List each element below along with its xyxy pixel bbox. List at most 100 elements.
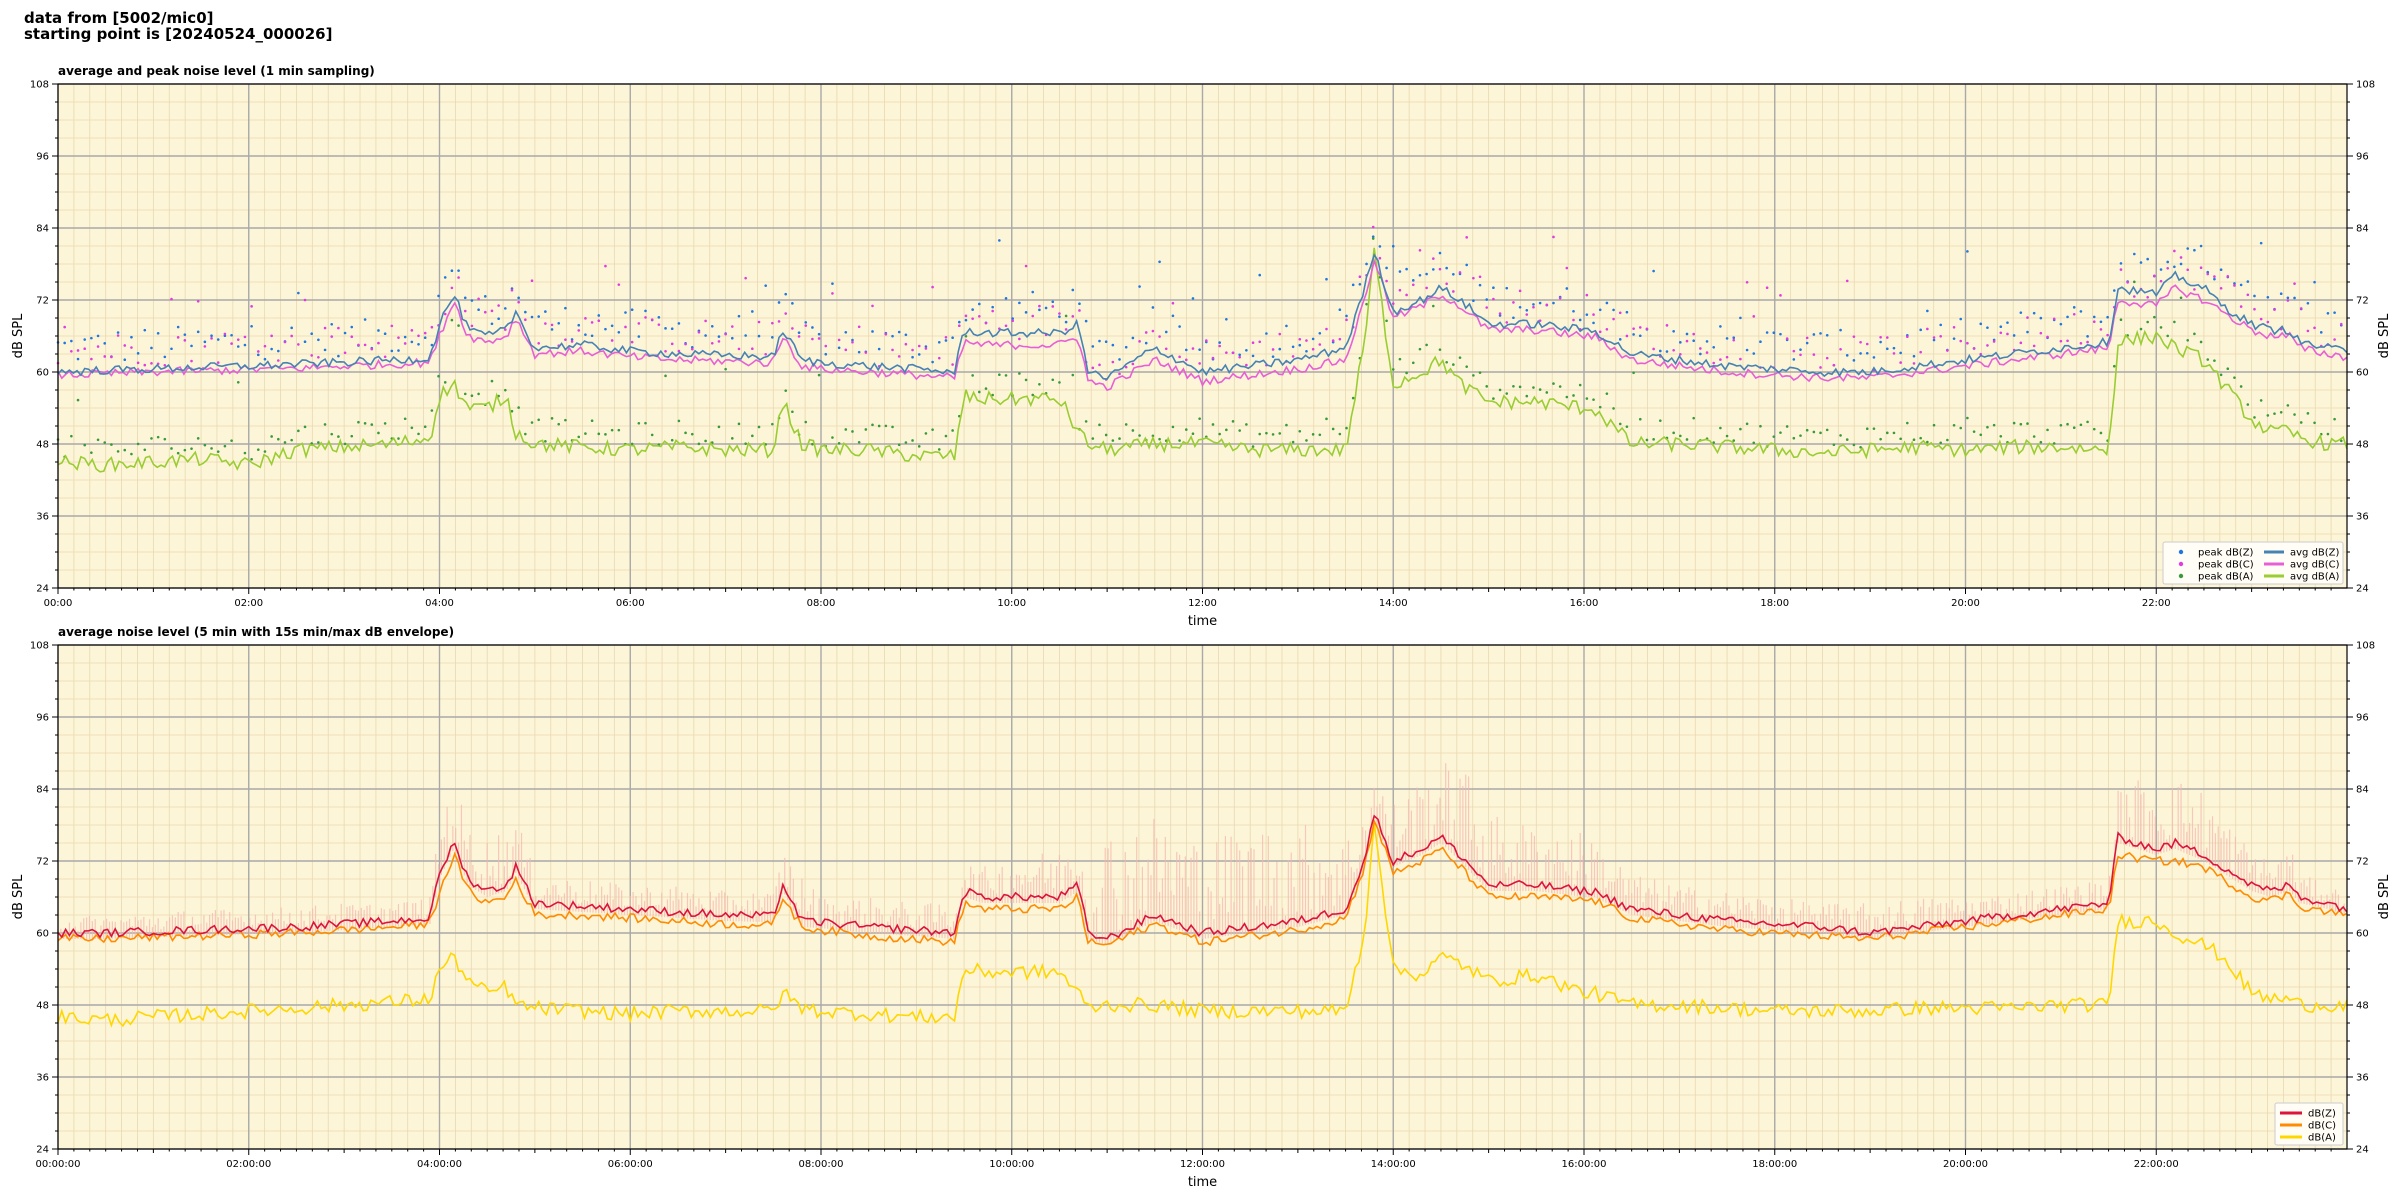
peak-dot: [403, 342, 407, 345]
peak-dot: [757, 425, 761, 429]
peak-dot: [1839, 328, 1842, 332]
peak-dot: [557, 422, 561, 426]
peak-dot: [290, 334, 293, 338]
peak-dot: [1258, 340, 1262, 344]
peak-dot: [1104, 340, 1108, 344]
peak-dot: [1425, 286, 1428, 290]
peak-dot: [1852, 335, 1856, 338]
peak-dot: [931, 428, 934, 431]
peak-dot: [1004, 374, 1008, 377]
peak-dot: [1672, 431, 1675, 435]
peak-dot: [1632, 327, 1635, 330]
peak-dot: [537, 342, 540, 345]
peak-dot: [2246, 280, 2250, 283]
peak-dot: [744, 276, 747, 280]
peak-dot: [831, 292, 834, 295]
peak-dot: [1144, 331, 1148, 334]
peak-dot: [2166, 260, 2169, 264]
peak-dot: [510, 288, 514, 292]
peak-dot: [2226, 367, 2230, 371]
peak-dot: [1371, 225, 1375, 229]
peak-dot: [1018, 301, 1021, 305]
y-tick-label-left: 48: [36, 440, 49, 451]
peak-dot: [2052, 317, 2056, 321]
peak-dot: [2206, 270, 2210, 274]
peak-dot: [917, 344, 921, 348]
peak-dot: [1792, 358, 1796, 361]
peak-dot: [2319, 331, 2323, 334]
peak-dot: [971, 308, 974, 311]
peak-dot: [63, 341, 66, 345]
peak-dot: [230, 333, 233, 337]
peak-dot: [670, 438, 674, 442]
peak-dot: [670, 327, 674, 331]
peak-dot: [737, 422, 741, 426]
peak-dot: [1058, 381, 1061, 384]
peak-dot: [1885, 431, 1889, 435]
peak-dot: [1498, 388, 1502, 392]
peak-dot: [544, 322, 547, 325]
peak-dot: [2213, 359, 2216, 362]
peak-dot: [2146, 320, 2149, 324]
peak-dot: [1278, 332, 1282, 336]
x-tick-label: 10:00: [997, 598, 1026, 609]
peak-dot: [617, 283, 621, 286]
peak-dot: [2092, 315, 2096, 319]
peak-dot: [190, 344, 193, 348]
y-tick-label-left: 60: [36, 929, 49, 940]
peak-dot: [2339, 439, 2343, 443]
x-tick-label: 02:00: [234, 598, 263, 609]
peak-dot: [1044, 306, 1048, 310]
peak-dot: [150, 362, 153, 365]
peak-dot: [450, 286, 454, 290]
y-tick-label-right: 72: [2356, 296, 2369, 307]
peak-dot: [357, 420, 360, 424]
peak-dot: [1638, 326, 1642, 329]
peak-dot: [83, 338, 87, 341]
peak-dot: [1245, 423, 1248, 426]
peak-dot: [544, 440, 547, 443]
peak-dot: [483, 295, 487, 298]
peak-dot: [1071, 315, 1075, 318]
peak-dot: [2273, 412, 2276, 415]
peak-dot: [2159, 326, 2163, 329]
peak-dot: [731, 336, 734, 340]
peak-dot: [1258, 432, 1262, 436]
peak-dot: [590, 321, 594, 324]
peak-dot: [864, 428, 868, 431]
peak-dot: [1358, 275, 1362, 279]
peak-dot: [1578, 383, 1582, 387]
peak-dot: [2066, 315, 2069, 319]
peak-dot: [1578, 318, 1582, 322]
peak-dot: [2019, 341, 2023, 345]
peak-dot: [1231, 420, 1235, 423]
peak-dot: [1118, 358, 1121, 361]
peak-dot: [1712, 441, 1716, 444]
peak-dot: [2239, 283, 2243, 287]
peak-dot: [2246, 403, 2250, 406]
peak-dot: [991, 393, 994, 397]
peak-dot: [2133, 280, 2136, 284]
peak-dot: [610, 428, 614, 432]
peak-dot: [397, 349, 400, 352]
y-tick-label-right: 84: [2356, 785, 2369, 796]
peak-dot: [1532, 386, 1535, 389]
peak-dot: [1184, 358, 1188, 362]
peak-dot: [624, 311, 627, 314]
peak-dot: [330, 322, 334, 326]
peak-dot: [1071, 373, 1075, 377]
peak-dot: [450, 318, 454, 322]
peak-dot: [297, 291, 300, 295]
peak-dot: [1939, 441, 1943, 445]
peak-dot: [1278, 432, 1282, 435]
peak-dot: [1104, 433, 1108, 437]
peak-dot: [831, 282, 834, 285]
peak-dot: [203, 443, 207, 447]
peak-dot: [1819, 431, 1822, 435]
peak-dot: [223, 444, 227, 448]
peak-dot: [937, 356, 941, 360]
peak-dot: [437, 374, 440, 378]
peak-dot: [363, 422, 367, 425]
peak-dot: [1558, 296, 1562, 300]
peak-dot: [1745, 422, 1749, 426]
